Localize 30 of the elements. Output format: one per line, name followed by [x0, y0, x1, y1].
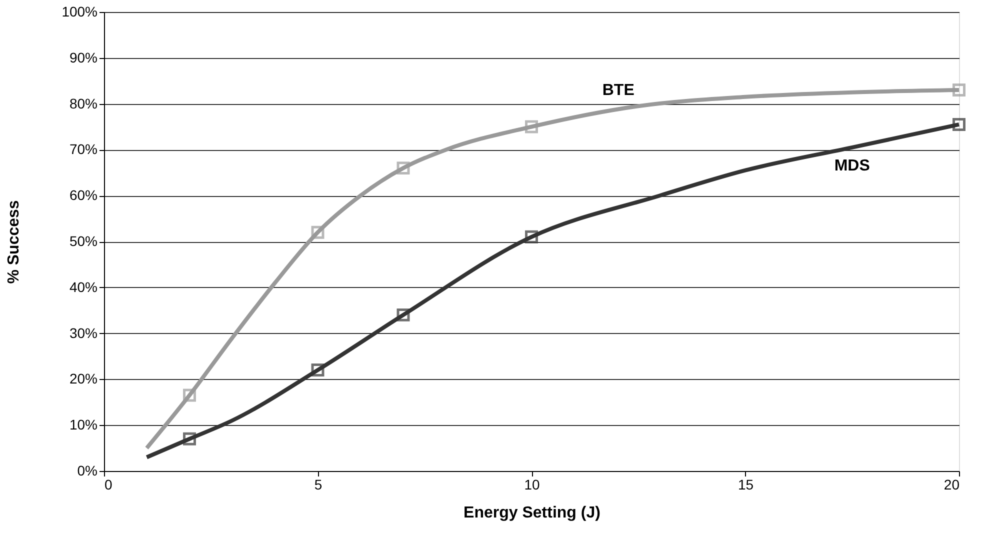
x-tick-label: 15: [738, 476, 754, 492]
y-tick-label: 20%: [69, 370, 98, 387]
point: [525, 120, 538, 134]
point: [396, 162, 410, 175]
series-label: BTE: [602, 82, 635, 100]
point: [952, 118, 966, 131]
point: [311, 226, 324, 239]
y-tick-label: 10%: [69, 416, 98, 433]
point: [183, 432, 196, 446]
point: [525, 230, 538, 244]
point: [311, 364, 324, 377]
y-tick-label: 0%: [77, 462, 98, 478]
y-tick-label: 30%: [69, 324, 98, 341]
x-tick-label: 5: [314, 476, 322, 492]
point: [396, 308, 410, 322]
point: [952, 84, 966, 97]
x-tick-label: 0: [104, 476, 112, 492]
y-tick-label: 50%: [69, 233, 98, 249]
y-axis-title: % Success: [6, 200, 23, 284]
y-tick-label: 90%: [69, 49, 98, 66]
y-tick-label: 80%: [69, 95, 98, 112]
x-axis-title: Energy Setting (J): [464, 504, 600, 522]
series-label: MDS: [834, 157, 870, 174]
y-tick-label: 40%: [69, 278, 98, 295]
x-tick-label: 10: [524, 476, 540, 492]
y-tick-label: 60%: [69, 187, 98, 204]
x-tick-label: 20: [944, 476, 960, 492]
y-tick-label: 70%: [69, 141, 98, 158]
y-tick-label: 100%: [62, 4, 98, 20]
point: [183, 388, 196, 402]
